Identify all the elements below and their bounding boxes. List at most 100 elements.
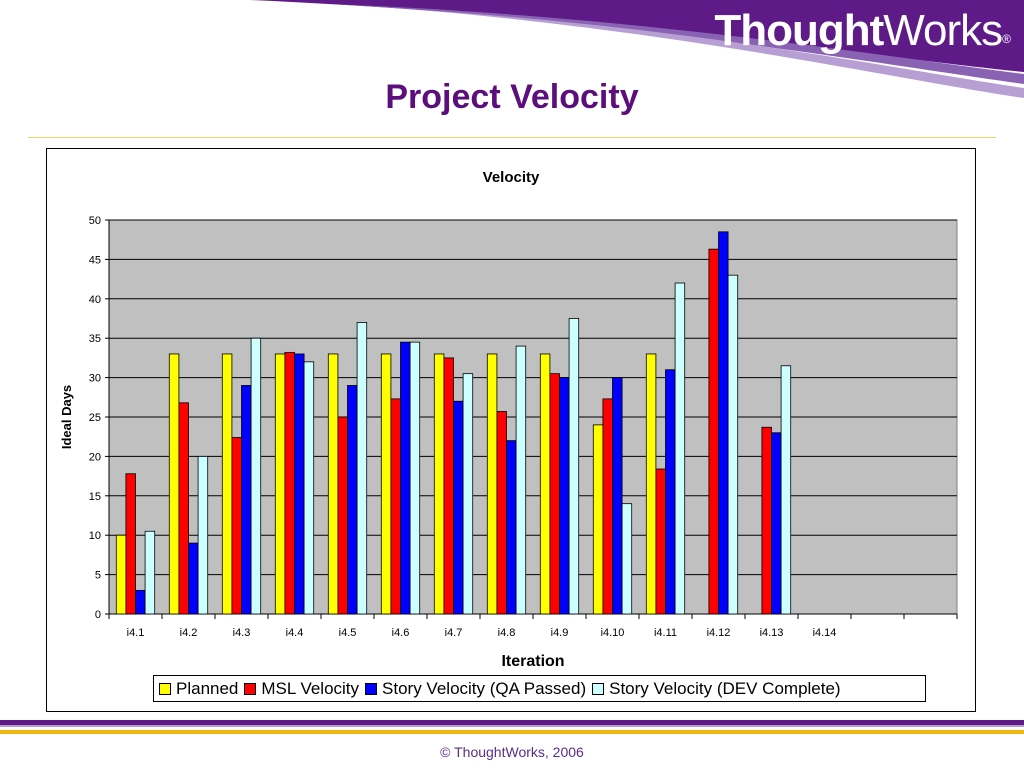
y-tick-label: 45 <box>89 254 101 266</box>
bar-story-velocity-dev-complete--i4.13 <box>780 365 792 615</box>
bar-story-velocity-qa-passed--i4.8 <box>506 440 517 615</box>
bar-planned-i4.5 <box>327 353 339 615</box>
y-tick-label: 10 <box>89 530 101 542</box>
bar-story-velocity-qa-passed--i4.1 <box>135 589 146 615</box>
bar-msl-velocity-i4.7 <box>443 357 454 615</box>
bar-story-velocity-qa-passed--i4.2 <box>188 542 199 615</box>
legend-item: Story Velocity (DEV Complete) <box>592 678 841 699</box>
bar-story-velocity-qa-passed--i4.11 <box>665 369 676 615</box>
bar-planned-i4.10 <box>592 424 604 615</box>
bar-story-velocity-dev-complete--i4.9 <box>568 318 580 615</box>
bar-msl-velocity-i4.13 <box>761 426 772 615</box>
thoughtworks-logo: ThoughtWorks® <box>714 6 1011 55</box>
bar-story-velocity-qa-passed--i4.5 <box>347 385 358 615</box>
legend-label: Story Velocity (QA Passed) <box>382 678 587 698</box>
x-tick-label: i4.3 <box>233 627 251 639</box>
legend-item: Story Velocity (QA Passed) <box>365 679 586 699</box>
bar-msl-velocity-i4.10 <box>602 398 613 615</box>
chart-legend: Planned MSL Velocity Story Velocity (QA Pa… <box>153 675 926 702</box>
title-divider <box>28 137 996 138</box>
bar-story-velocity-dev-complete--i4.1 <box>144 530 156 615</box>
bar-planned-i4.2 <box>168 353 180 615</box>
bar-story-velocity-dev-complete--i4.6 <box>409 341 421 615</box>
x-tick-label: i4.6 <box>392 627 410 639</box>
x-tick-label: i4.2 <box>180 627 198 639</box>
x-tick-label: i4.7 <box>445 627 463 639</box>
chart-frame: 0 5 10 15 20 25 30 35 40 45 50 i4.1 i4.2 i4.3 i4.4 i4.5… <box>46 148 976 712</box>
bar-planned-i4.9 <box>539 353 551 615</box>
page-title: Project Velocity <box>385 78 639 116</box>
y-tick-label: 20 <box>89 451 101 463</box>
x-tick-label: i4.4 <box>286 627 304 639</box>
bar-story-velocity-dev-complete--i4.4 <box>303 361 315 615</box>
bar-msl-velocity-i4.6 <box>390 398 401 615</box>
bar-msl-velocity-i4.3 <box>231 437 242 615</box>
bar-planned-i4.1 <box>115 534 127 615</box>
velocity-chart: 0 5 10 15 20 25 30 35 40 45 50 i4.1 i4.2 i4.3 i4.4 i4.5… <box>59 169 958 670</box>
bar-planned-i4.11 <box>645 353 657 615</box>
bar-msl-velocity-i4.2 <box>178 402 189 615</box>
bar-msl-velocity-i4.4 <box>284 351 295 615</box>
bar-story-velocity-dev-complete--i4.7 <box>462 373 474 615</box>
y-axis-title: Ideal Days <box>59 385 74 449</box>
y-tick-label: 5 <box>95 570 101 582</box>
bar-story-velocity-qa-passed--i4.12 <box>718 231 729 615</box>
legend-item: Planned <box>159 679 238 699</box>
bar-story-velocity-qa-passed--i4.13 <box>771 432 782 615</box>
legend-swatch <box>244 682 257 695</box>
bar-story-velocity-dev-complete--i4.11 <box>674 282 686 615</box>
footer-band-lavender <box>0 725 1024 727</box>
bar-story-velocity-qa-passed--i4.7 <box>453 400 464 615</box>
y-tick-label: 35 <box>89 333 101 345</box>
legend-label: MSL Velocity <box>261 678 360 698</box>
y-tick-label: 25 <box>89 412 101 424</box>
x-tick-label: i4.9 <box>551 627 569 639</box>
y-tick-label: 40 <box>89 294 101 306</box>
footer-band-gold <box>0 730 1024 734</box>
x-tick-label: i4.5 <box>339 627 357 639</box>
bar-msl-velocity-i4.8 <box>496 411 507 615</box>
bar-story-velocity-qa-passed--i4.10 <box>612 377 623 615</box>
bar-story-velocity-qa-passed--i4.3 <box>241 385 252 615</box>
bar-planned-i4.7 <box>433 353 445 615</box>
x-tick-label: i4.1 <box>127 627 145 639</box>
bar-story-velocity-dev-complete--i4.10 <box>621 503 633 615</box>
bar-planned-i4.4 <box>274 353 286 615</box>
bar-story-velocity-qa-passed--i4.9 <box>559 377 570 615</box>
bar-story-velocity-qa-passed--i4.4 <box>294 353 305 615</box>
copyright-text: © ThoughtWorks, 2006 <box>440 744 584 760</box>
bar-story-velocity-dev-complete--i4.12 <box>727 274 739 615</box>
x-axis-title: Iteration <box>501 653 564 670</box>
bar-msl-velocity-i4.5 <box>337 416 348 615</box>
x-tick-label: i4.13 <box>760 627 784 639</box>
bar-story-velocity-qa-passed--i4.6 <box>400 341 411 615</box>
y-tick-label: 30 <box>89 373 101 385</box>
legend-swatch <box>159 682 171 695</box>
bar-msl-velocity-i4.9 <box>549 373 560 615</box>
bar-msl-velocity-i4.1 <box>125 473 136 615</box>
legend-label: Planned <box>176 678 239 698</box>
x-tick-label: i4.10 <box>601 627 625 639</box>
legend-swatch <box>365 682 378 695</box>
legend-swatch <box>592 682 605 695</box>
x-tick-label: i4.14 <box>813 627 837 639</box>
chart-title: Velocity <box>483 169 540 186</box>
bar-planned-i4.8 <box>486 353 498 615</box>
bar-story-velocity-dev-complete--i4.3 <box>250 337 262 615</box>
x-tick-label: i4.11 <box>654 627 677 639</box>
legend-item: MSL Velocity <box>244 679 359 699</box>
legend-label: Story Velocity (DEV Complete) <box>609 678 841 698</box>
y-tick-label: 0 <box>95 609 101 621</box>
bar-planned-i4.3 <box>221 353 233 615</box>
bar-msl-velocity-i4.11 <box>655 468 666 615</box>
y-tick-label: 50 <box>89 215 101 227</box>
bar-story-velocity-dev-complete--i4.5 <box>356 322 368 615</box>
footer-band-purple <box>0 720 1024 725</box>
y-tick-label: 15 <box>89 491 101 503</box>
bar-story-velocity-dev-complete--i4.8 <box>515 345 527 615</box>
bar-msl-velocity-i4.12 <box>708 248 719 615</box>
x-tick-label: i4.8 <box>498 627 516 639</box>
bar-planned-i4.6 <box>380 353 392 615</box>
bar-story-velocity-dev-complete--i4.2 <box>197 455 209 615</box>
header-swoosh <box>250 0 1024 98</box>
